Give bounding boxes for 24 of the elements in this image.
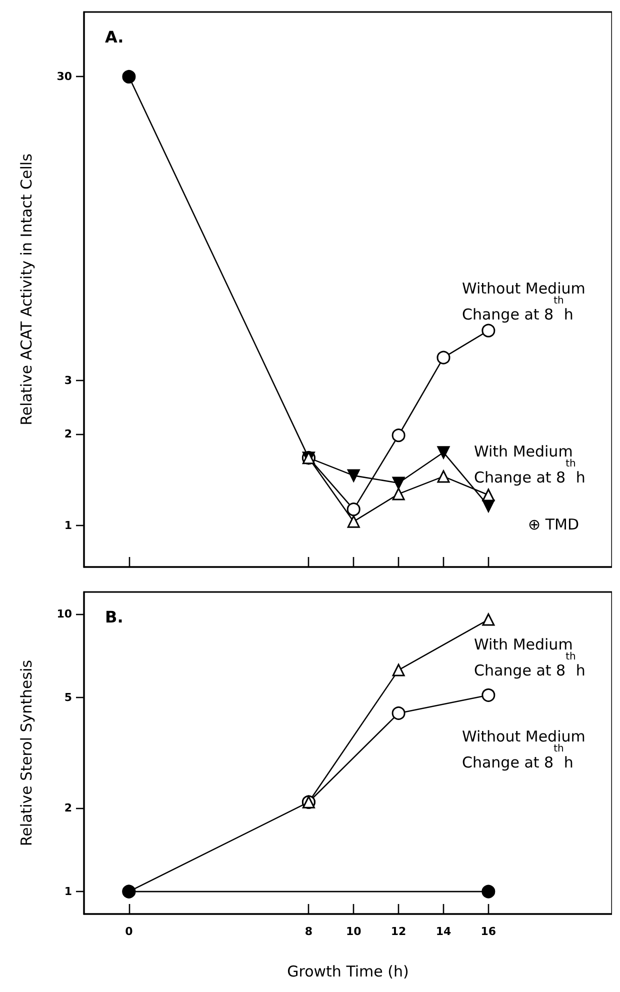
annotation: Without Medium Change at 8thh — [462, 280, 586, 324]
y-tick-label: 5 — [64, 691, 72, 704]
x-tick-label: 10 — [346, 925, 362, 938]
x-tick-label: 0 — [125, 925, 134, 938]
annotation: Without Medium Change at 8thh — [462, 728, 586, 772]
y-tick-label: 2 — [64, 428, 72, 441]
y-axis-title: Relative ACAT Activity in Intact Cells — [18, 153, 36, 426]
y-axis-title: Relative Sterol Synthesis — [18, 660, 36, 846]
y-tick-label: 1 — [64, 518, 72, 532]
x-tick-label: 16 — [480, 925, 496, 938]
x-tick-label: 14 — [436, 925, 452, 938]
y-tick-label: 30 — [56, 70, 72, 84]
text: B. — [105, 608, 124, 626]
annotation: With Medium Change at 8thh — [474, 636, 586, 680]
annotation: ⊕ TMD — [528, 516, 579, 534]
text: A. — [105, 28, 124, 46]
y-tick-label: 3 — [64, 374, 72, 388]
y-tick-label: 10 — [56, 607, 72, 620]
x-tick-label: 12 — [390, 925, 406, 938]
x-axis-title: Growth Time (h) — [287, 962, 409, 980]
y-tick-label: 1 — [64, 885, 72, 898]
annotation: With Medium Change at 8thh — [474, 442, 586, 486]
x-tick-label: 8 — [304, 925, 313, 938]
y-tick-label: 2 — [64, 801, 72, 814]
